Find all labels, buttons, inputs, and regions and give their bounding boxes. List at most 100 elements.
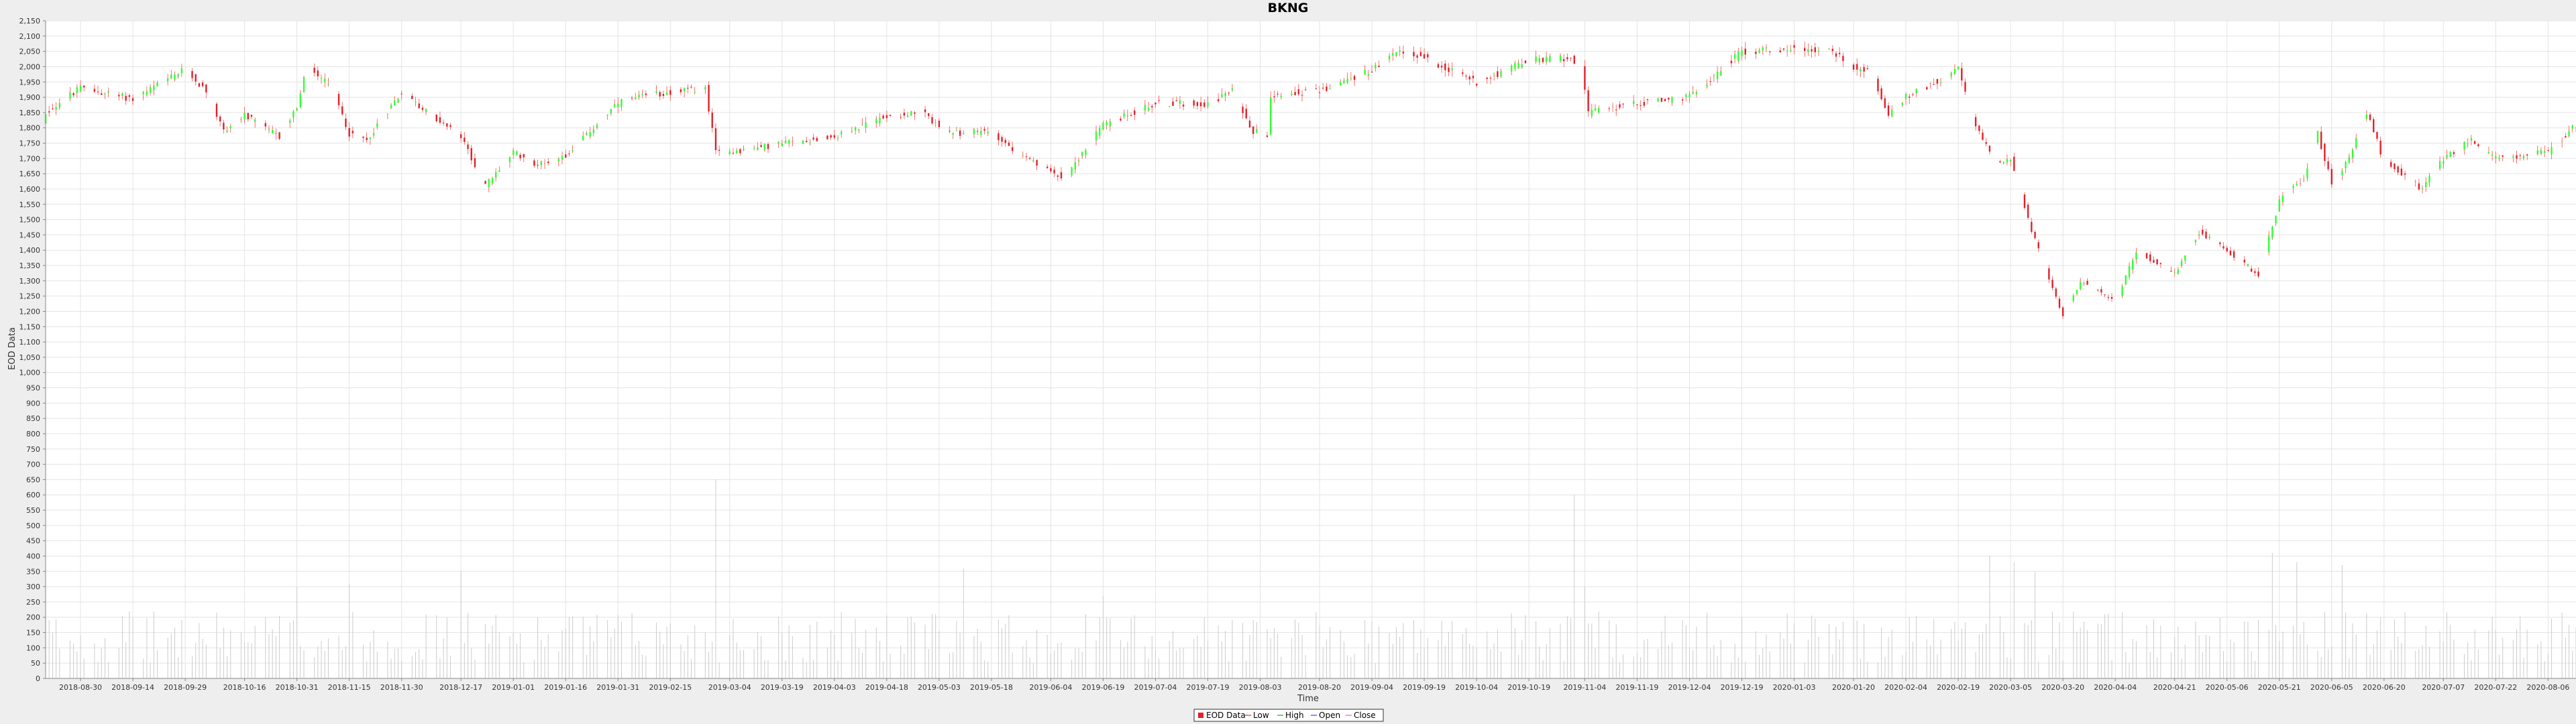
candle-body — [131, 98, 134, 101]
candle-body — [596, 125, 598, 128]
candle-body — [2086, 280, 2088, 285]
x-tick-label: 2019-07-19 — [1187, 683, 1230, 692]
candle-body — [1584, 66, 1586, 90]
candle-body — [1633, 101, 1635, 105]
candle-body — [1340, 82, 1342, 86]
candle-body — [2394, 164, 2396, 170]
candle-body — [1733, 54, 1736, 59]
candle-body — [2013, 156, 2015, 171]
candle-body — [1269, 97, 1272, 135]
candle-body — [180, 68, 183, 74]
candle-body — [1277, 93, 1279, 95]
candle-body — [1510, 66, 1513, 72]
candle-body — [519, 154, 521, 159]
candle-body — [1517, 62, 1519, 68]
candle-body — [557, 158, 560, 162]
candle-body — [1929, 82, 1931, 84]
candle-body — [411, 95, 413, 99]
y-tick-label: 1,550 — [19, 200, 41, 209]
candle-body — [714, 128, 717, 150]
candle-body — [1640, 105, 1642, 106]
candle-body — [582, 135, 584, 141]
y-tick-label: 1,400 — [19, 246, 41, 255]
candle-body — [2194, 239, 2197, 243]
candle-body — [415, 102, 417, 103]
candle-body — [2229, 251, 2232, 255]
candle-body — [2540, 150, 2542, 154]
candle-body — [1248, 120, 1251, 127]
candle-body — [1046, 166, 1049, 168]
y-tick-label: 1,100 — [19, 338, 41, 347]
candle-body — [516, 151, 518, 156]
candle-body — [1803, 48, 1806, 52]
candle-body — [987, 131, 989, 133]
candle-body — [1074, 162, 1077, 170]
x-tick-label: 2019-12-04 — [1668, 683, 1711, 692]
y-tick-label: 700 — [26, 461, 40, 469]
candle-body — [195, 74, 197, 82]
candle-body — [125, 96, 127, 101]
candle-body — [669, 90, 672, 95]
candle-body — [2477, 144, 2479, 147]
candle-body — [1350, 78, 1352, 79]
candle-body — [2543, 151, 2546, 153]
candle-body — [589, 132, 591, 137]
candle-body — [1147, 107, 1150, 111]
candle-body — [2355, 138, 2357, 148]
candle-body — [1524, 60, 1527, 64]
legend-swatch — [1198, 713, 1203, 718]
candle-body — [2296, 183, 2298, 186]
y-tick-label: 950 — [26, 384, 40, 393]
candle-body — [244, 113, 246, 120]
candle-body — [2037, 242, 2039, 249]
candle-body — [170, 74, 172, 78]
x-tick-label: 2020-05-06 — [2206, 683, 2249, 692]
candle-body — [998, 133, 1000, 141]
candle-body — [76, 87, 78, 93]
candle-body — [219, 116, 221, 122]
candle-body — [2390, 162, 2392, 167]
legend-item-label: High — [1285, 711, 1304, 720]
candle-body — [1904, 93, 1907, 99]
candle-body — [2051, 280, 2053, 288]
candle-body — [1573, 56, 1576, 64]
candle-body — [729, 151, 731, 155]
candle-body — [781, 143, 783, 147]
candle-body — [79, 85, 82, 91]
candle-body — [914, 112, 916, 114]
candle-body — [1203, 102, 1205, 107]
candle-body — [2491, 154, 2493, 156]
y-tick-label: 1,650 — [19, 170, 41, 178]
candle-body — [1196, 102, 1199, 107]
candle-body — [435, 114, 437, 121]
candle-body — [665, 92, 668, 95]
candle-body — [149, 86, 152, 93]
candle-body — [1451, 68, 1453, 70]
candle-body — [861, 123, 863, 125]
candle-body — [1472, 76, 1474, 78]
candle-body — [1155, 103, 1157, 105]
x-tick-label: 2018-08-30 — [59, 683, 102, 692]
y-tick-label: 450 — [26, 537, 40, 546]
candle-body — [421, 107, 424, 110]
candle-body — [1053, 170, 1055, 174]
candle-body — [1646, 99, 1649, 101]
candle-body — [1730, 60, 1733, 64]
y-tick-label: 1,850 — [19, 109, 41, 117]
x-tick-label: 2020-02-19 — [1937, 683, 1980, 692]
candle-body — [101, 93, 103, 95]
candle-body — [366, 137, 368, 140]
candle-body — [2522, 156, 2525, 159]
candle-body — [2058, 298, 2061, 308]
candle-body — [1852, 64, 1855, 70]
candle-body — [1982, 132, 1984, 140]
candle-body — [1475, 84, 1478, 86]
candle-body — [2233, 251, 2235, 258]
candle-body — [362, 136, 364, 138]
candle-body — [107, 91, 109, 93]
candle-body — [2135, 252, 2137, 260]
y-tick-label: 800 — [26, 430, 40, 438]
candle-body — [2247, 263, 2249, 266]
x-tick-label: 2019-08-20 — [1298, 683, 1341, 692]
candle-body — [2345, 162, 2347, 168]
